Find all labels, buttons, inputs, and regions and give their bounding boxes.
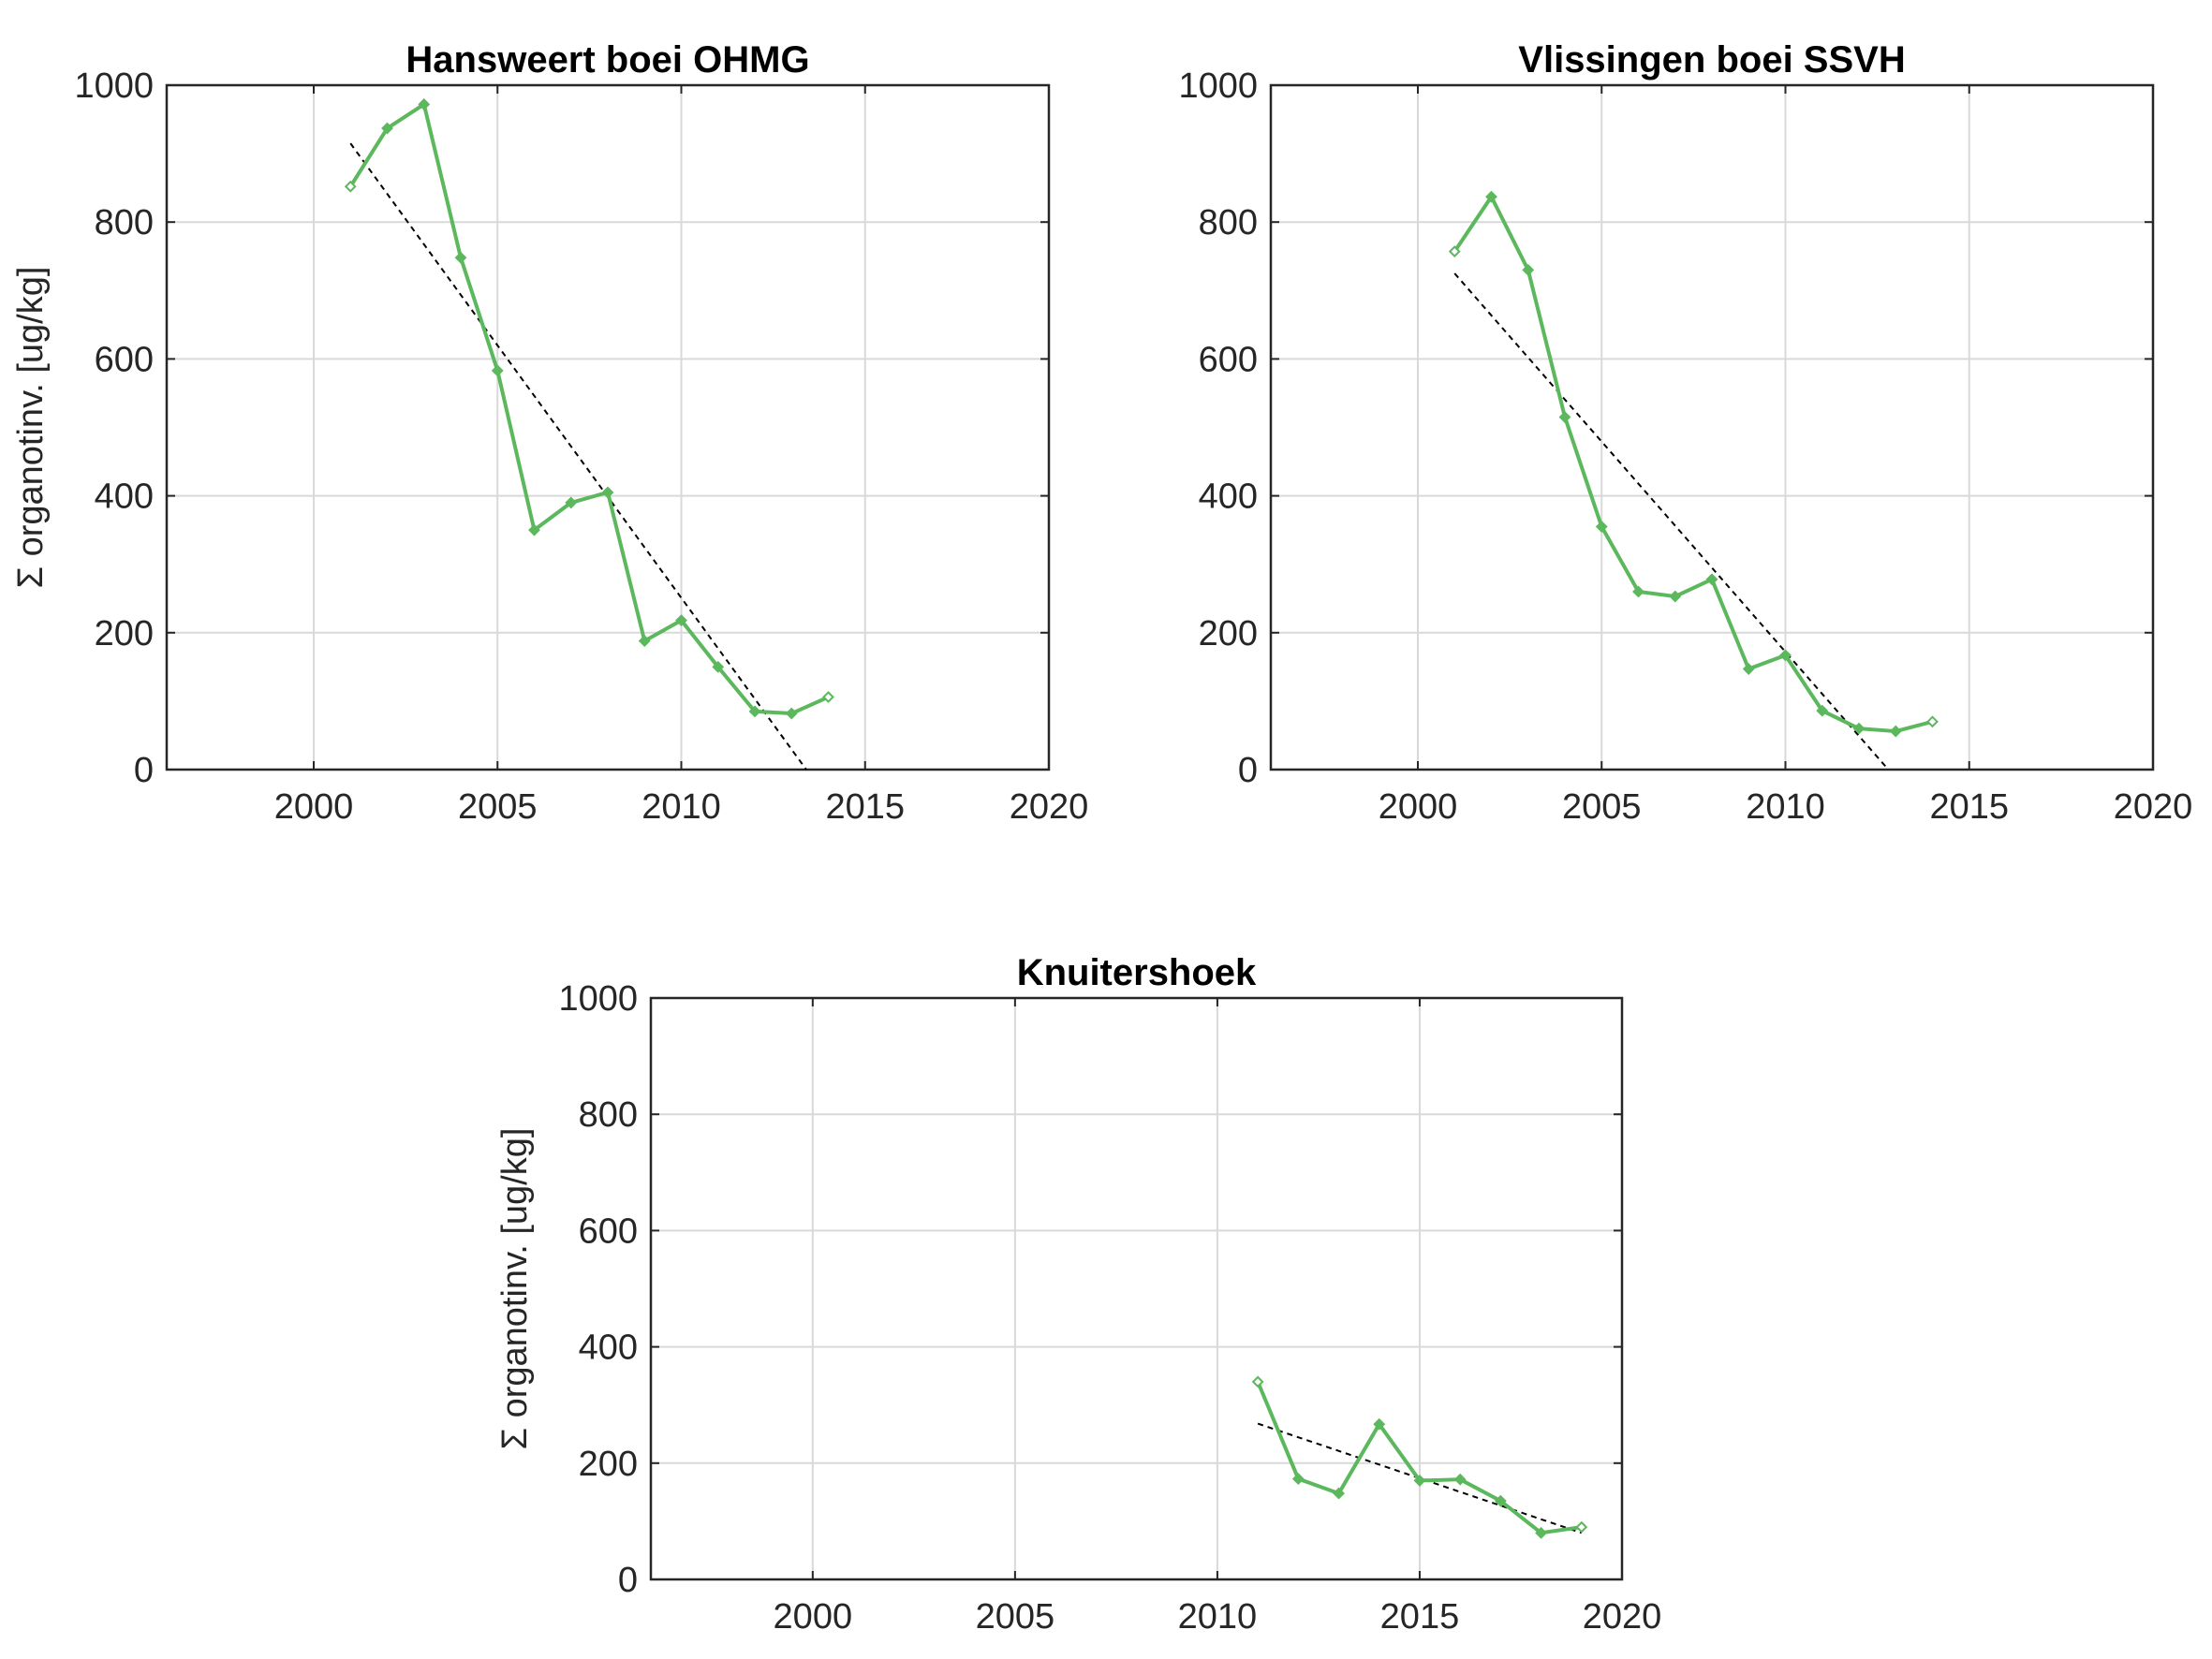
data-point (675, 614, 687, 627)
x-tick-label: 2010 (1178, 1597, 1258, 1637)
data-point (381, 122, 393, 135)
y-axis-label: Σ organotinv. [ug/kg] (495, 1128, 535, 1450)
y-tick-label: 400 (95, 477, 154, 517)
series-line (1453, 195, 1934, 734)
x-tick-label: 2010 (641, 787, 721, 827)
data-point (1485, 190, 1497, 203)
y-axis-label: Σ organotinv. [ug/kg] (11, 267, 51, 589)
data-point (822, 691, 834, 703)
data-point (1494, 1494, 1507, 1507)
data-point (1852, 722, 1865, 735)
data-point (1575, 1520, 1588, 1534)
x-tick-label: 2005 (976, 1597, 1055, 1637)
chart-title: Vlissingen boei SSVH (1518, 39, 1905, 81)
x-tick-label: 2020 (2114, 787, 2193, 827)
data-point (418, 98, 431, 110)
data-point (1448, 245, 1461, 258)
axes-box (165, 83, 1051, 771)
x-tick-label: 2005 (1562, 787, 1642, 827)
data-point (1742, 663, 1755, 675)
x-tick-label: 2005 (458, 787, 538, 827)
y-tick-label: 600 (1199, 340, 1258, 379)
data-point (1535, 1526, 1547, 1539)
y-tick-label: 400 (579, 1329, 638, 1368)
y-tick-label: 800 (1199, 203, 1258, 242)
y-tick-label: 800 (579, 1095, 638, 1135)
plot-area (1271, 85, 2153, 770)
data-point (528, 523, 540, 536)
trend-line (349, 142, 807, 771)
y-tick-label: 1000 (1178, 66, 1258, 106)
x-tick-label: 2020 (1010, 787, 1089, 827)
data-point (1373, 1417, 1386, 1431)
x-tick-label: 2000 (774, 1597, 853, 1637)
data-point (1413, 1475, 1426, 1487)
trend-line (1453, 272, 1890, 771)
x-tick-label: 2000 (274, 787, 354, 827)
plot-area (651, 998, 1622, 1579)
y-tick-label: 800 (95, 203, 154, 242)
data-point (1889, 725, 1902, 738)
data-point (1522, 263, 1535, 276)
data-point (1333, 1487, 1345, 1500)
chart-panel-3: 2000 2005 2010 2015 2020 0 200 400 600 800 1000 Knu… (495, 952, 1661, 1637)
y-tick-label: 0 (134, 751, 154, 790)
y-tick-label: 0 (618, 1561, 638, 1600)
data-point (1816, 704, 1829, 717)
y-tick-label: 600 (95, 340, 154, 379)
trend-line (1257, 1422, 1583, 1534)
x-tick-label: 2015 (1929, 787, 2009, 827)
data-point (1558, 411, 1571, 423)
data-point (454, 251, 467, 264)
data-point (565, 496, 578, 509)
x-tick-label: 2020 (1583, 1597, 1662, 1637)
data-point (1632, 585, 1644, 598)
data-point (1453, 1473, 1467, 1486)
x-tick-label: 2015 (1380, 1597, 1460, 1637)
data-point (1926, 715, 1939, 728)
data-point (638, 635, 651, 647)
chart-title: Hansweert boei OHMG (406, 39, 809, 81)
data-point (601, 486, 614, 499)
data-point (1779, 649, 1792, 662)
data-point (491, 364, 504, 377)
data-point (1251, 1375, 1264, 1388)
y-tick-label: 200 (1199, 614, 1258, 653)
y-tick-label: 200 (579, 1445, 638, 1484)
data-point (1705, 573, 1718, 586)
axes-box (1269, 83, 2155, 771)
y-tick-label: 0 (1238, 751, 1258, 790)
y-tick-label: 200 (95, 614, 154, 653)
y-tick-label: 1000 (74, 66, 154, 106)
chart-panel-2: 2000 2005 2010 2015 2020 0 200 400 600 800 1000 Vli… (1178, 39, 2192, 827)
x-tick-label: 2000 (1379, 787, 1458, 827)
y-tick-label: 1000 (558, 979, 638, 1019)
data-point (1291, 1473, 1305, 1485)
chart-panel-1: 2000 2005 2010 2015 2020 0 200 400 600 800 1000 Han… (11, 39, 1088, 827)
y-tick-label: 400 (1199, 477, 1258, 517)
plot-area (167, 85, 1049, 770)
y-tick-label: 600 (579, 1211, 638, 1251)
x-tick-label: 2015 (825, 787, 905, 827)
data-point (785, 707, 798, 720)
data-point (748, 705, 761, 718)
axes-box (649, 996, 1624, 1581)
data-point (1669, 590, 1682, 603)
x-tick-label: 2010 (1746, 787, 1825, 827)
data-point (344, 180, 357, 193)
series-line (348, 102, 830, 716)
data-point (712, 660, 725, 673)
data-point (1595, 521, 1608, 533)
chart-title: Knuitershoek (1017, 952, 1257, 993)
